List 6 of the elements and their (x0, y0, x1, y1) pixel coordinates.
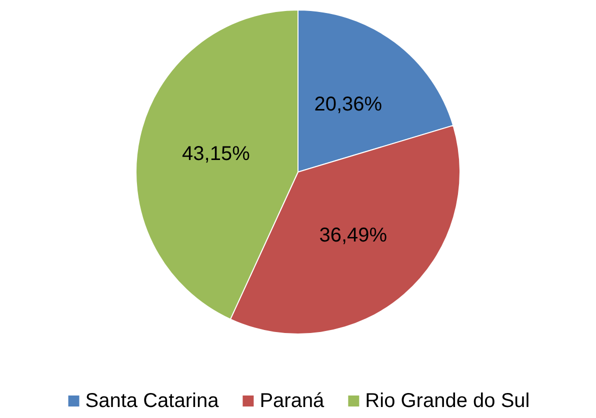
data-label: 36,49% (319, 224, 388, 246)
legend-label: Paraná (260, 390, 326, 412)
legend-label: Rio Grande do Sul (365, 390, 530, 412)
data-label: 20,36% (314, 94, 382, 116)
legend-label: Santa Catarina (85, 390, 220, 412)
data-label: 43,15% (182, 143, 250, 166)
